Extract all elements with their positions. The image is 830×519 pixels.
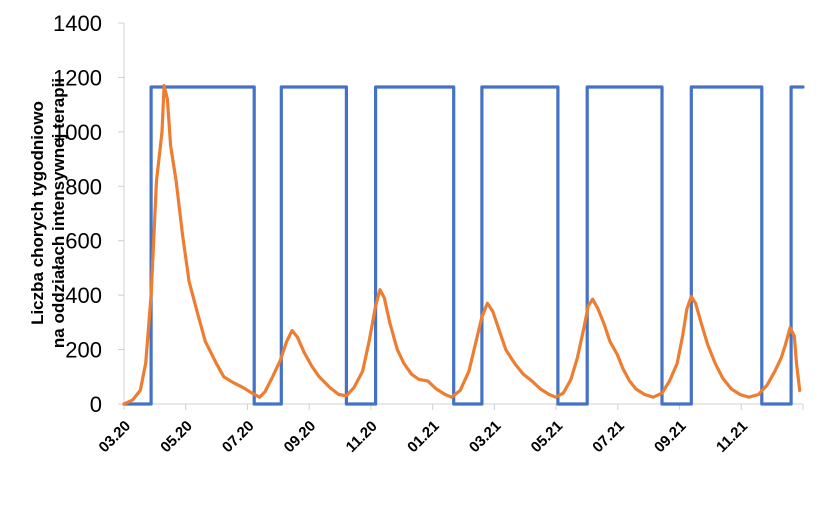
y-axis-label: Liczba chorych tygodniowo na oddziałach … bbox=[28, 78, 68, 348]
y-tick-label: 200 bbox=[65, 338, 102, 363]
series-group bbox=[122, 84, 805, 406]
x-tick-label: 09.21 bbox=[651, 418, 690, 457]
series-line-2 bbox=[122, 84, 802, 406]
y-tick-label: 800 bbox=[65, 174, 102, 199]
y-tick-label: 0 bbox=[90, 392, 102, 417]
y-tick-label: 400 bbox=[65, 283, 102, 308]
x-tick-label: 05.21 bbox=[528, 418, 567, 457]
y-ticks: 0 200 400 600 800 1000 1200 1400 bbox=[53, 11, 124, 417]
y-tick-label: 1400 bbox=[53, 11, 102, 36]
y-axis-label-line-2: na oddziałach intensywnej terapii bbox=[49, 78, 68, 348]
x-ticks: 03.20 05.20 07.20 09.20 11.20 01.21 03.21 05.21… bbox=[96, 404, 804, 457]
x-tick-label: 05.20 bbox=[157, 418, 196, 457]
y-tick-label: 1000 bbox=[53, 120, 102, 145]
y-axis-label-line-1: Liczba chorych tygodniowo bbox=[28, 101, 47, 325]
x-tick-label: 09.20 bbox=[281, 418, 320, 457]
x-tick-label: 07.21 bbox=[589, 418, 628, 457]
y-tick-label: 1200 bbox=[53, 65, 102, 90]
series-line-1 bbox=[122, 85, 805, 406]
x-tick-label: 03.21 bbox=[466, 418, 505, 457]
x-tick-label: 01.21 bbox=[404, 418, 443, 457]
x-tick-label: 11.21 bbox=[713, 418, 751, 456]
x-tick-label: 11.20 bbox=[343, 418, 381, 456]
x-tick-label: 07.20 bbox=[219, 418, 258, 457]
axes bbox=[123, 23, 803, 405]
x-tick-label: 03.20 bbox=[96, 418, 135, 457]
y-tick-label: 600 bbox=[65, 229, 102, 254]
